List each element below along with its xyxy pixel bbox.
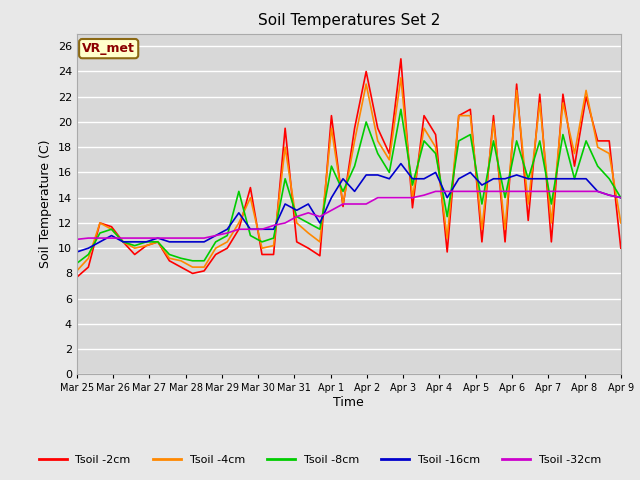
Text: VR_met: VR_met xyxy=(82,42,135,55)
Legend: Tsoil -2cm, Tsoil -4cm, Tsoil -8cm, Tsoil -16cm, Tsoil -32cm: Tsoil -2cm, Tsoil -4cm, Tsoil -8cm, Tsoi… xyxy=(35,451,605,469)
Title: Soil Temperatures Set 2: Soil Temperatures Set 2 xyxy=(258,13,440,28)
Y-axis label: Soil Temperature (C): Soil Temperature (C) xyxy=(39,140,52,268)
X-axis label: Time: Time xyxy=(333,396,364,409)
